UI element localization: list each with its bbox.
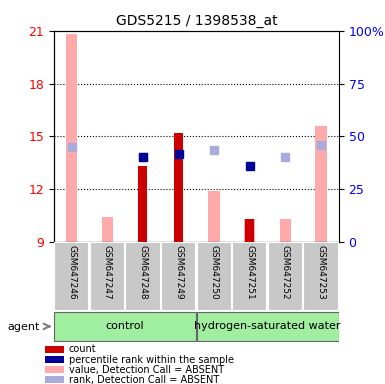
Text: GSM647250: GSM647250	[210, 245, 219, 300]
Bar	[208, 191, 220, 242]
Text: GSM647247: GSM647247	[103, 245, 112, 299]
Bar	[45, 376, 64, 383]
Bar	[125, 242, 161, 311]
Text: rank, Detection Call = ABSENT: rank, Detection Call = ABSENT	[69, 375, 219, 384]
Text: GSM647246: GSM647246	[67, 245, 76, 299]
Title: GDS5215 / 1398538_at: GDS5215 / 1398538_at	[116, 14, 277, 28]
Text: agent: agent	[8, 322, 40, 332]
Bar	[196, 312, 339, 341]
Text: GSM647249: GSM647249	[174, 245, 183, 299]
Bar	[232, 242, 268, 311]
Text: percentile rank within the sample: percentile rank within the sample	[69, 354, 234, 364]
Text: GSM647248: GSM647248	[139, 245, 147, 299]
Bar	[90, 242, 125, 311]
Text: GSM647251: GSM647251	[245, 245, 254, 300]
Bar	[161, 242, 196, 311]
Bar	[174, 133, 183, 242]
Bar	[54, 312, 196, 341]
Bar	[196, 242, 232, 311]
Bar	[66, 34, 77, 242]
Bar	[139, 166, 147, 242]
Bar	[45, 346, 64, 353]
Bar	[54, 242, 89, 311]
Bar	[245, 219, 254, 242]
Text: value, Detection Call = ABSENT: value, Detection Call = ABSENT	[69, 365, 224, 375]
Text: hydrogen-saturated water: hydrogen-saturated water	[194, 321, 341, 331]
Bar	[268, 242, 303, 311]
Text: count: count	[69, 344, 97, 354]
Text: GSM647253: GSM647253	[316, 245, 325, 300]
Text: GSM647252: GSM647252	[281, 245, 290, 299]
Bar	[303, 242, 339, 311]
Bar	[315, 126, 327, 242]
Bar	[45, 366, 64, 373]
Text: control: control	[106, 321, 144, 331]
Bar	[102, 217, 113, 242]
Bar	[45, 356, 64, 363]
Bar	[280, 219, 291, 242]
Bar	[244, 219, 256, 242]
